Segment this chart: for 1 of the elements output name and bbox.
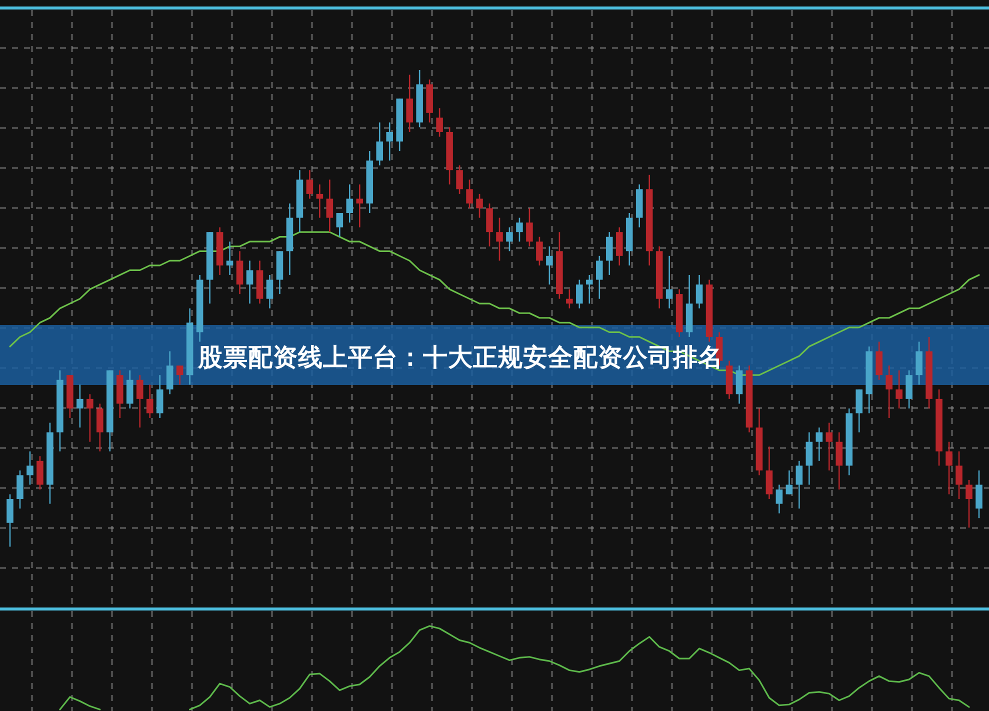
text: 股票配资线上平台：十大正规安全配资公司排名 <box>197 342 723 372</box>
